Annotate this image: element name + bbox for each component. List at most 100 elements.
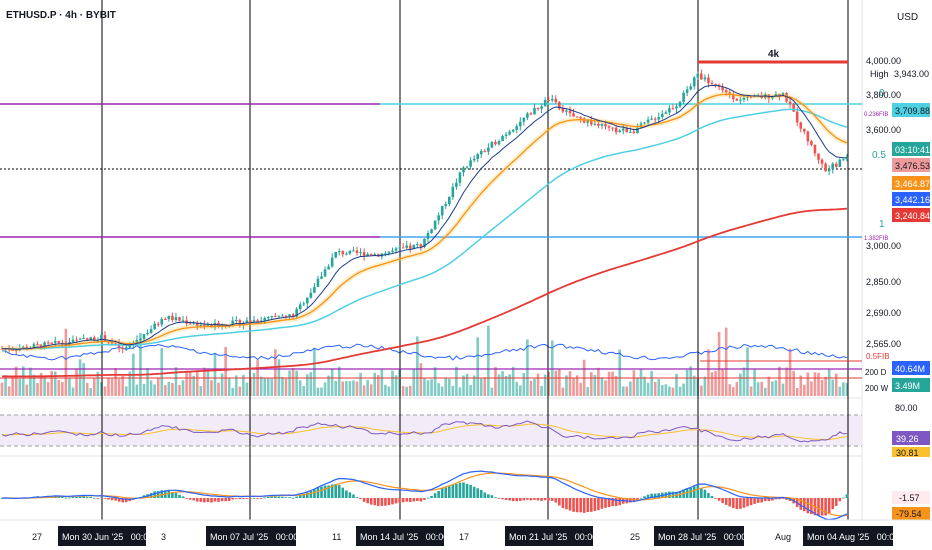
symbol-title[interactable]: ETHUSD.P · 4h · BYBIT xyxy=(6,10,116,21)
currency-label[interactable]: USD xyxy=(897,12,918,23)
badge-rsi-ma: 30.81 xyxy=(892,447,930,458)
macd-histogram-bar xyxy=(398,498,401,503)
svg-text:30.81: 30.81 xyxy=(896,448,919,458)
volume-bar xyxy=(330,368,334,396)
svg-text:3.49M: 3.49M xyxy=(895,381,920,391)
volume-bar xyxy=(110,378,114,396)
fib-label-1: 1 xyxy=(879,219,885,230)
macd-histogram-bar xyxy=(618,498,621,506)
candle-body xyxy=(462,167,465,173)
volume-bar xyxy=(309,372,313,396)
macd-histogram-bar xyxy=(781,498,785,499)
candle-body xyxy=(664,112,668,114)
volume-bar xyxy=(128,371,132,396)
volume-ma-line xyxy=(1,343,848,361)
volume-bar xyxy=(210,380,213,396)
volume-bar xyxy=(142,383,146,396)
candle-body xyxy=(270,316,274,318)
volume-bar xyxy=(139,333,142,396)
volume-bar xyxy=(675,373,678,396)
candle-body xyxy=(89,337,93,340)
candle-body xyxy=(700,73,703,80)
volume-bar xyxy=(313,347,316,396)
candle-body xyxy=(653,118,657,120)
volume-bar xyxy=(586,386,590,396)
candle-body xyxy=(501,135,504,142)
candle-body xyxy=(543,100,547,107)
macd-histogram-bar xyxy=(504,498,508,500)
macd-histogram-bar xyxy=(689,487,692,498)
macd-histogram-bar xyxy=(64,497,68,499)
candle-body xyxy=(181,320,185,322)
candle-body xyxy=(671,108,675,110)
candle-body xyxy=(465,166,469,168)
macd-histogram-bar xyxy=(440,488,444,498)
candle-body xyxy=(263,318,266,321)
volume-bar xyxy=(36,383,39,396)
candle-body xyxy=(149,329,153,333)
volume-bar xyxy=(394,375,398,396)
macd-histogram-bar xyxy=(483,492,487,498)
volume-bar xyxy=(678,386,682,396)
volume-bar xyxy=(298,380,302,396)
candle-body xyxy=(281,315,284,317)
time-axis[interactable] xyxy=(0,520,932,550)
candle-body xyxy=(675,106,678,109)
candle-body xyxy=(522,117,526,122)
macd-histogram-bar xyxy=(227,498,231,501)
candle-body xyxy=(813,144,817,154)
candle-body xyxy=(288,314,291,317)
candle-body xyxy=(337,251,341,253)
candle-body xyxy=(245,320,249,323)
price-tick: 3,800.00 xyxy=(866,90,901,100)
volume-bar xyxy=(270,378,274,396)
macd-histogram-bar xyxy=(671,491,675,498)
candle-body xyxy=(274,316,277,318)
volume-bar xyxy=(778,366,781,396)
time-active-label: Mon 07 Jul '25 00:00 xyxy=(210,532,298,542)
macd-histogram-bar xyxy=(479,489,483,498)
macd-histogram-bar xyxy=(298,494,302,498)
high-price: 3,943.00 xyxy=(894,69,929,79)
macd-histogram-bar xyxy=(277,496,281,498)
candle-body xyxy=(650,118,653,120)
candle-body xyxy=(771,96,774,99)
svg-text:3,476.53: 3,476.53 xyxy=(895,161,930,171)
macd-histogram-bar xyxy=(259,498,263,499)
volume-bar xyxy=(465,373,469,396)
volume-bar xyxy=(117,378,121,396)
volume-bar xyxy=(93,377,96,396)
macd-histogram-bar xyxy=(178,494,181,498)
volume-bar xyxy=(703,376,707,396)
candle-body xyxy=(362,252,366,257)
macd-histogram-bar xyxy=(696,485,700,498)
macd-histogram-bar xyxy=(224,498,227,502)
svg-text:3,240.84: 3,240.84 xyxy=(895,211,930,221)
candle-body xyxy=(82,338,85,340)
volume-bar xyxy=(53,371,57,396)
macd-histogram-bar xyxy=(511,498,515,502)
candle-body xyxy=(139,338,142,340)
macd-histogram-bar xyxy=(391,498,394,505)
candle-body xyxy=(199,324,203,327)
volume-bar xyxy=(476,337,479,396)
volume-bar xyxy=(433,367,437,396)
volume-bar xyxy=(416,336,419,396)
candle-body xyxy=(444,204,448,207)
macd-histogram-bar xyxy=(242,498,245,499)
candle-body xyxy=(703,77,707,80)
candle-body xyxy=(423,238,426,247)
volume-bar xyxy=(554,370,558,396)
candle-body xyxy=(426,233,430,239)
candle-body xyxy=(810,141,813,145)
volume-bar xyxy=(806,372,810,396)
volume-bar xyxy=(199,386,203,396)
candle-body xyxy=(57,340,61,343)
time-active-label: Mon 21 Jul '25 00:00 xyxy=(509,532,597,542)
candle-body xyxy=(561,108,565,112)
volume-bar xyxy=(795,387,799,396)
candle-body xyxy=(575,116,579,118)
volume-bar xyxy=(572,377,575,396)
candle-body xyxy=(529,113,533,115)
